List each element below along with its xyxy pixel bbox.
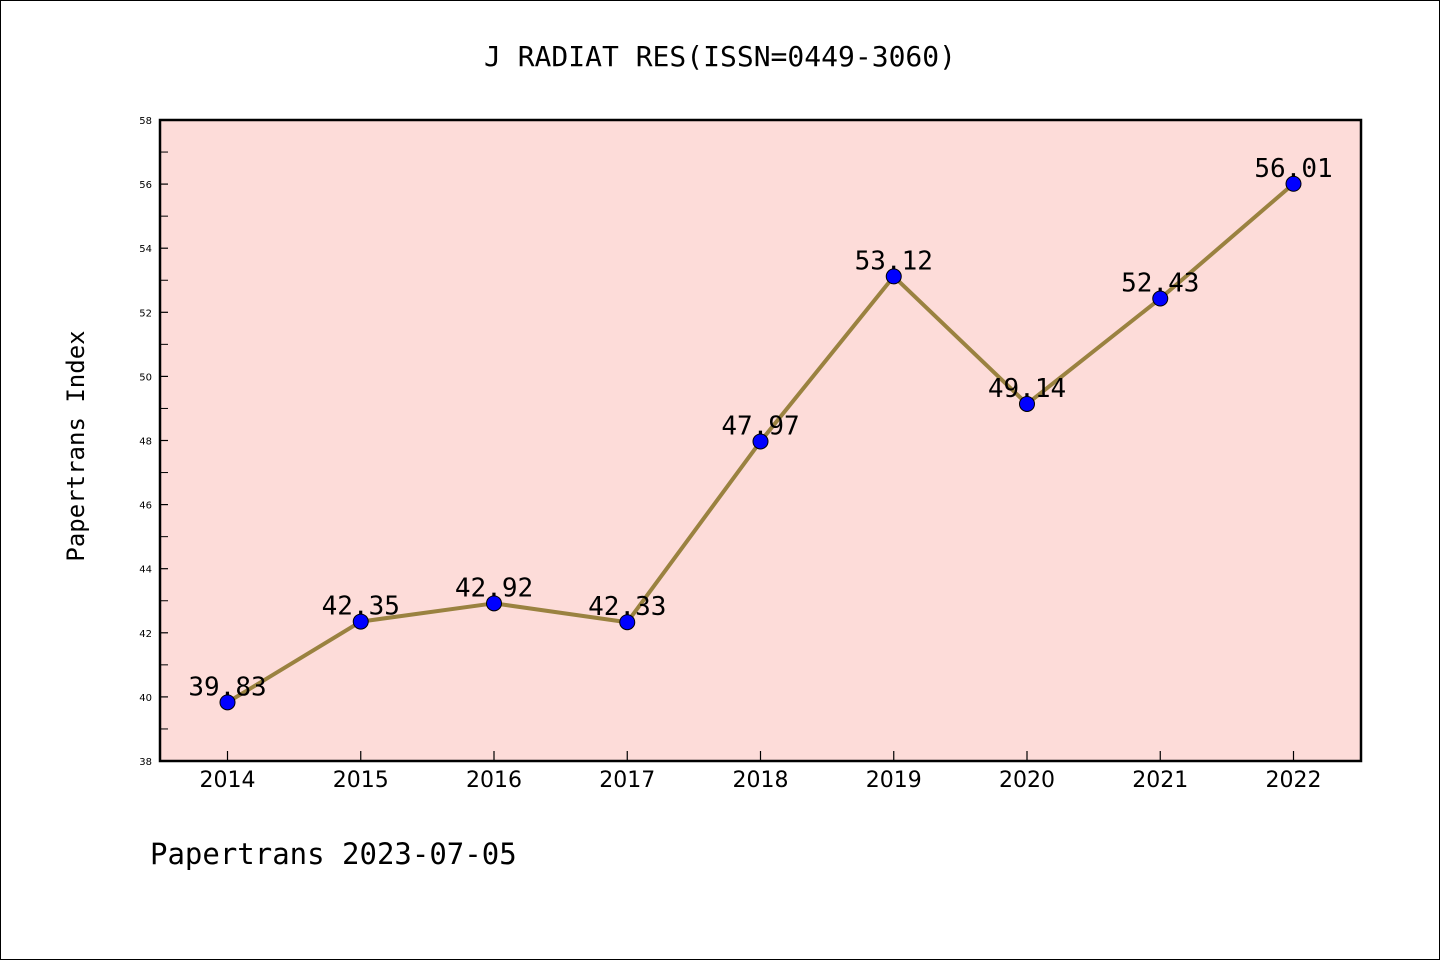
- y-tick-label: 48: [139, 437, 152, 448]
- data-point: [219, 694, 236, 711]
- x-axis: 2014 2015 2016 2017 2018 2019 2020 2021 2022: [200, 751, 1322, 793]
- data-point: [1152, 290, 1169, 307]
- footer-text: Papertrans 2023-07-05: [150, 837, 517, 871]
- data-point: [352, 613, 369, 630]
- data-label: 47.97: [721, 411, 799, 441]
- data-label: 53.12: [855, 246, 933, 276]
- y-tick-label: 46: [139, 501, 152, 512]
- data-point: [752, 433, 769, 450]
- y-tick-label: 56: [139, 180, 152, 191]
- y-tick-label: 38: [139, 757, 152, 768]
- data-label: 56.01: [1254, 154, 1332, 184]
- x-tick-label: 2021: [1132, 768, 1188, 793]
- chart-title: J RADIAT RES(ISSN=0449-3060): [484, 40, 956, 73]
- y-tick-label: 58: [139, 116, 152, 127]
- data-label: 42.35: [322, 592, 400, 622]
- y-axis-label: Papertrans Index: [62, 330, 90, 561]
- x-tick-label: 2018: [733, 768, 789, 793]
- data-point: [486, 595, 502, 612]
- data-label: 42.92: [455, 573, 533, 603]
- x-tick-label: 2016: [466, 768, 522, 793]
- data-point: [885, 268, 902, 285]
- x-tick-label: 2022: [1266, 768, 1322, 793]
- x-tick-label: 2014: [200, 768, 256, 793]
- data-point: [1019, 395, 1035, 412]
- x-tick-label: 2019: [866, 768, 922, 793]
- x-tick-label: 2015: [333, 768, 389, 793]
- x-tick-label: 2017: [599, 768, 655, 793]
- data-label: 39.83: [188, 672, 266, 702]
- x-tick-label: 2020: [999, 768, 1055, 793]
- y-tick-label: 42: [139, 629, 152, 640]
- plot-border: [158, 118, 1363, 763]
- data-point: [619, 614, 636, 631]
- y-tick-label: 40: [139, 693, 152, 704]
- data-label: 49.14: [988, 374, 1066, 404]
- y-tick-label: 52: [139, 308, 152, 319]
- data-label: 52.43: [1121, 269, 1199, 299]
- data-label: 42.33: [588, 592, 666, 622]
- y-tick-label: 44: [139, 565, 152, 576]
- y-axis: 38 40 42 44 46 48 50 52 54 56 58: [139, 116, 168, 768]
- data-markers: [219, 175, 1302, 711]
- data-point: [1285, 175, 1302, 192]
- y-tick-label: 50: [139, 372, 152, 383]
- data-labels: 39.83 42.35 42.92 42.33 47.97 53.12 49.14 52.43…: [188, 154, 1332, 703]
- y-tick-label: 54: [139, 244, 152, 255]
